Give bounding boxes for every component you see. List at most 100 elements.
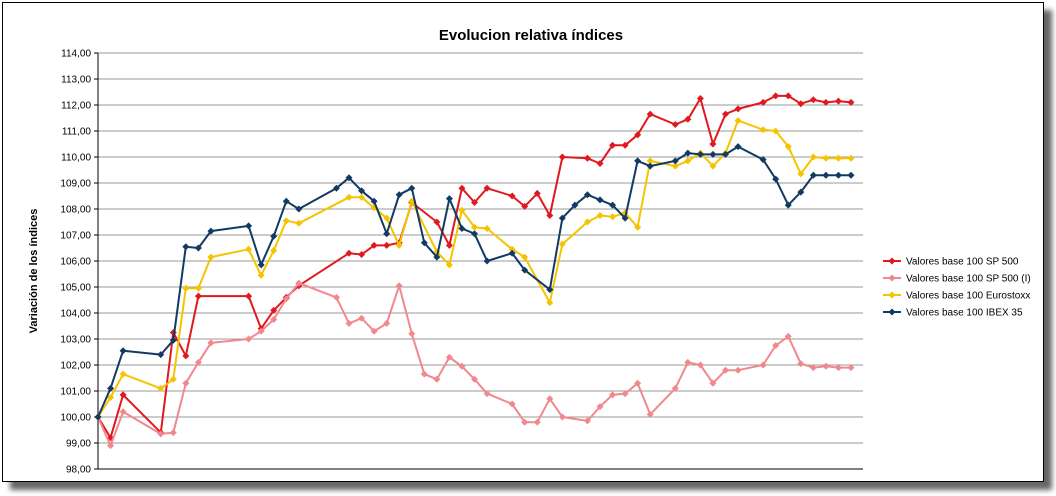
- data-point: [671, 157, 679, 165]
- data-point: [772, 92, 780, 100]
- data-point: [169, 375, 177, 383]
- data-point: [759, 126, 767, 134]
- data-point: [383, 214, 391, 222]
- legend-marker-3: [888, 308, 896, 316]
- y-tick-label: 111,00: [62, 127, 92, 138]
- data-point: [257, 327, 265, 335]
- data-point: [458, 206, 466, 214]
- data-point: [847, 154, 855, 162]
- data-point: [458, 184, 466, 192]
- data-point: [370, 197, 378, 205]
- y-tick-label: 113,00: [61, 75, 91, 86]
- data-point: [395, 282, 403, 290]
- data-point: [345, 249, 353, 257]
- data-point: [709, 162, 717, 170]
- data-point: [483, 184, 491, 192]
- data-point: [621, 141, 629, 149]
- data-point: [621, 390, 629, 398]
- y-tick-label: 110,00: [61, 153, 91, 164]
- data-point: [245, 245, 253, 253]
- data-point: [433, 253, 441, 261]
- y-tick-label: 108,00: [60, 205, 91, 216]
- y-tick-label: 99,00: [66, 439, 91, 450]
- data-point: [759, 98, 767, 106]
- data-point: [596, 196, 604, 204]
- data-point: [734, 366, 742, 374]
- data-point: [408, 330, 416, 338]
- legend-marker-2: [888, 291, 896, 299]
- data-point: [634, 223, 642, 231]
- y-tick-label: 114,00: [61, 49, 91, 60]
- data-point: [270, 247, 278, 255]
- data-point: [282, 217, 290, 225]
- data-point: [257, 271, 265, 279]
- data-point: [119, 391, 127, 399]
- data-point: [395, 241, 403, 249]
- data-point: [521, 202, 529, 210]
- data-point: [533, 189, 541, 197]
- data-point: [194, 358, 202, 366]
- data-point: [671, 121, 679, 128]
- data-point: [508, 400, 516, 408]
- data-point: [634, 131, 642, 139]
- y-tick-label: 98,00: [66, 465, 91, 476]
- data-point: [596, 212, 604, 219]
- data-point: [583, 417, 591, 425]
- chart-frame: Evolucion relativa índices 98,00 99,00 100,…: [2, 2, 1044, 482]
- data-point: [508, 245, 516, 253]
- data-point: [784, 201, 792, 209]
- data-point: [521, 418, 529, 426]
- data-point: [772, 127, 780, 135]
- data-point: [834, 171, 842, 179]
- data-point: [734, 105, 742, 113]
- data-point: [646, 157, 654, 165]
- data-point: [458, 362, 466, 370]
- data-point: [646, 162, 654, 170]
- data-point: [684, 358, 692, 366]
- data-point: [734, 143, 742, 151]
- data-point: [358, 187, 366, 195]
- data-point: [270, 316, 278, 323]
- data-point: [583, 154, 591, 162]
- data-point: [671, 384, 679, 392]
- data-point: [784, 332, 792, 340]
- data-point: [471, 230, 478, 238]
- data-point: [245, 292, 253, 300]
- data-point: [270, 306, 278, 314]
- data-point: [207, 253, 215, 261]
- data-point: [709, 140, 717, 148]
- data-point: [809, 171, 817, 179]
- data-point: [784, 143, 792, 151]
- data-point: [684, 149, 692, 157]
- data-point: [558, 153, 566, 161]
- data-point: [483, 225, 491, 232]
- data-point: [433, 375, 441, 383]
- data-point: [734, 117, 742, 125]
- data-point: [521, 253, 529, 261]
- data-point: [245, 335, 253, 343]
- data-point: [722, 110, 729, 118]
- data-point: [207, 339, 215, 347]
- data-point: [332, 184, 340, 192]
- y-tick-label: 100,00: [60, 413, 91, 424]
- data-point: [345, 174, 353, 182]
- data-point: [772, 342, 780, 349]
- data-point: [759, 361, 767, 369]
- data-point: [696, 95, 704, 102]
- data-point: [395, 191, 403, 199]
- data-point: [207, 227, 215, 235]
- data-point: [546, 299, 554, 307]
- y-axis-label: Variación de los índices: [28, 209, 40, 334]
- data-point: [445, 195, 453, 203]
- data-point: [646, 110, 654, 118]
- data-point: [809, 96, 817, 104]
- data-point: [834, 154, 842, 162]
- data-point: [107, 394, 115, 401]
- data-point: [182, 379, 190, 387]
- data-point: [558, 214, 566, 222]
- data-point: [345, 319, 353, 327]
- data-point: [684, 115, 692, 123]
- data-point: [822, 362, 830, 370]
- legend-marker-1: [888, 274, 896, 282]
- data-point: [508, 249, 516, 257]
